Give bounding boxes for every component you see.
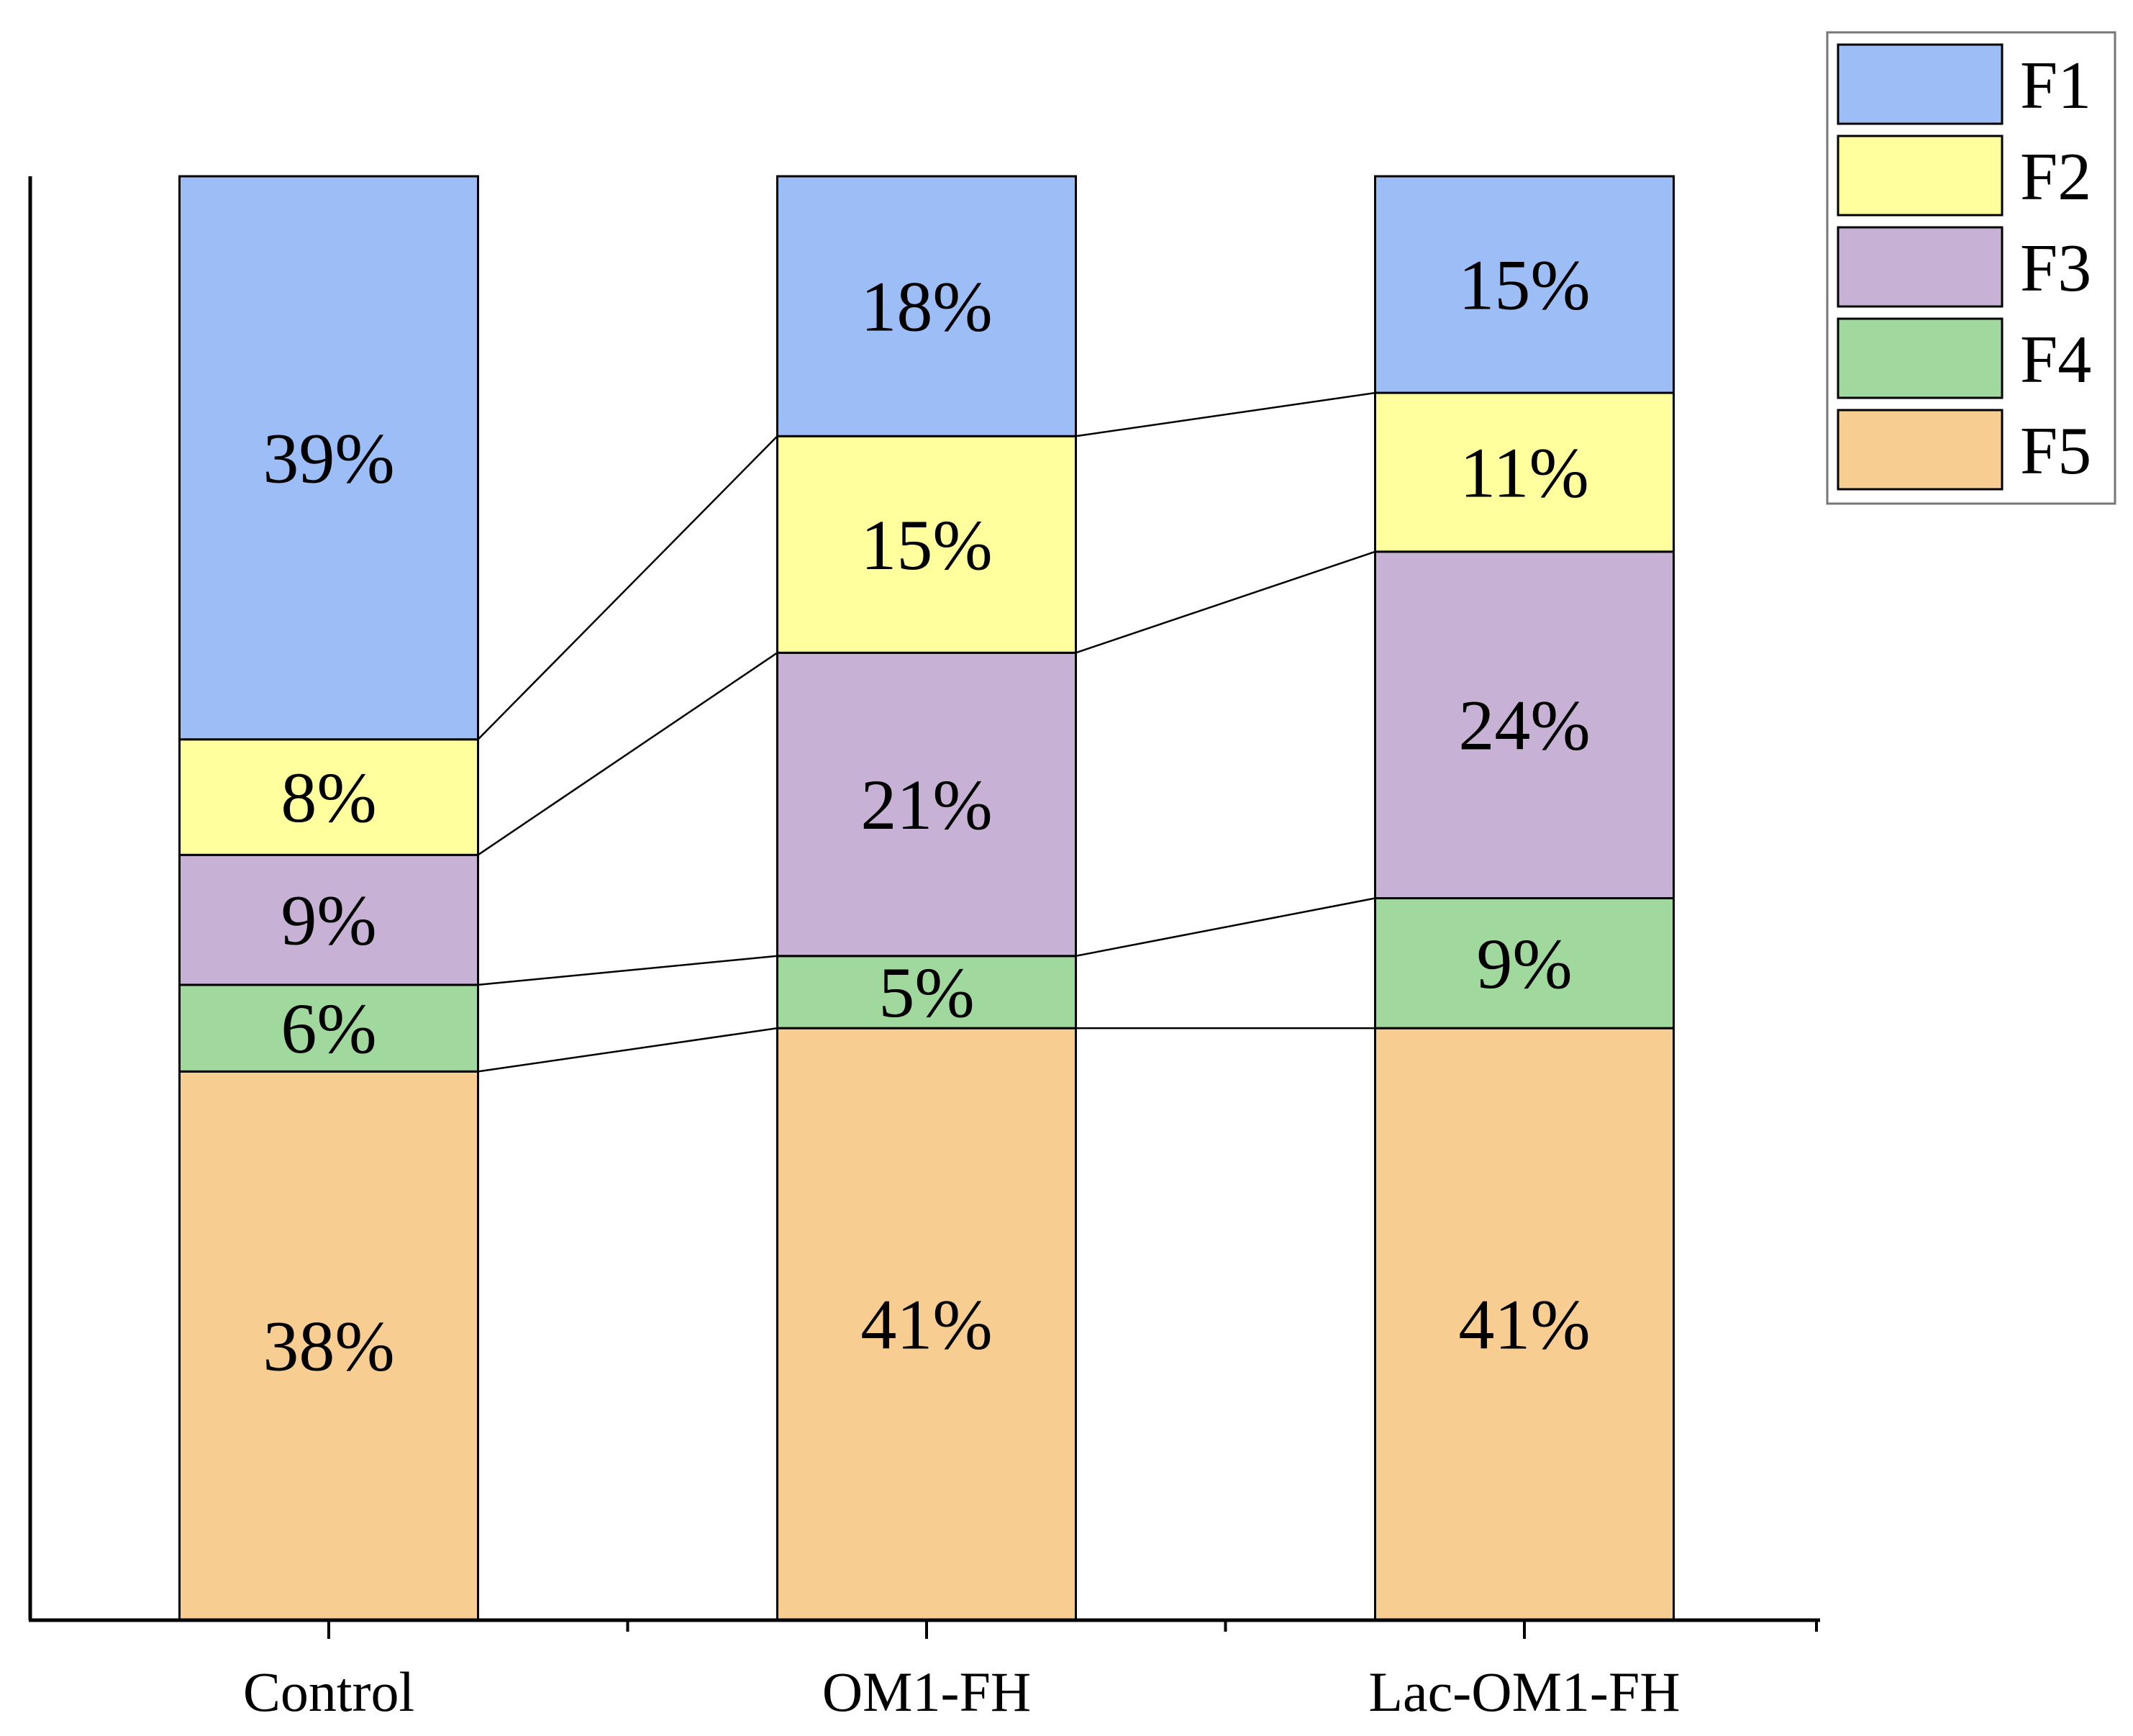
data-label-om1-fh-f5: 41% — [860, 1285, 992, 1365]
data-label-om1-fh-f4: 5% — [878, 953, 974, 1032]
data-label-om1-fh-f3: 21% — [860, 765, 992, 845]
legend-swatch-f4 — [1837, 317, 2004, 399]
bar-segment-om1-fh-f2 — [776, 435, 1077, 654]
data-label-lac-om1-fh-f4: 9% — [1476, 924, 1572, 1004]
legend-label-f1: F1 — [2020, 48, 2091, 123]
bar-segment-om1-fh-f5 — [776, 1027, 1077, 1622]
legend-label-f3: F3 — [2020, 231, 2091, 306]
legend-label-f5: F5 — [2020, 414, 2091, 488]
bars: 38% 6% 9% 8% 39% 41% 5% 21% 15% 18% 41% 9% 24% 11% 15% — [178, 175, 1675, 1622]
legend-swatch-f5 — [1837, 409, 2004, 491]
bar-segment-control-f5 — [178, 1070, 479, 1622]
legend-swatch-f1 — [1837, 43, 2004, 125]
connector-om1-fh-lac-om1-fh-f3 — [1075, 897, 1375, 958]
data-label-control-f4: 6% — [281, 989, 376, 1068]
bar-segment-lac-om1-fh-f1 — [1374, 175, 1675, 394]
connector-om1-fh-lac-om1-fh-f2 — [1075, 550, 1375, 654]
data-label-control-f2: 8% — [281, 758, 376, 837]
legend: F1 F2 F3 F4 F5 — [1826, 31, 2116, 505]
tick-label-om1-fh: OM1-FH — [822, 1660, 1031, 1723]
legend-swatch-f3 — [1837, 226, 2004, 308]
data-label-lac-om1-fh-f3: 24% — [1458, 686, 1590, 765]
tick-label-lac-om1-fh: Lac-OM1-FH — [1368, 1660, 1680, 1723]
tick-label-control: Control — [243, 1660, 414, 1723]
bar-segment-control-f4 — [178, 983, 479, 1073]
connector-om1-fh-lac-om1-fh-f1 — [1075, 391, 1375, 437]
bar-segment-lac-om1-fh-f3 — [1374, 550, 1675, 899]
bar-segment-lac-om1-fh-f5 — [1374, 1027, 1675, 1622]
data-label-lac-om1-fh-f1: 15% — [1458, 245, 1590, 325]
legend-label-f2: F2 — [2020, 140, 2091, 214]
data-label-om1-fh-f2: 15% — [860, 505, 992, 585]
legend-label-f4: F4 — [2020, 322, 2091, 397]
bar-segment-control-f1 — [178, 175, 479, 741]
connector-lines — [477, 391, 1375, 1073]
data-label-control-f3: 9% — [281, 881, 376, 960]
bar-segment-om1-fh-f3 — [776, 651, 1077, 958]
bar-segment-om1-fh-f1 — [776, 175, 1077, 437]
data-label-lac-om1-fh-f2: 11% — [1460, 432, 1589, 512]
data-label-om1-fh-f1: 18% — [860, 267, 992, 347]
bar-segment-lac-om1-fh-f4 — [1374, 897, 1675, 1030]
data-label-control-f5: 38% — [263, 1306, 394, 1386]
x-ticks: Control OM1-FH Lac-OM1-FH — [243, 1620, 1818, 1723]
bar-segment-control-f3 — [178, 853, 479, 986]
data-label-control-f1: 39% — [263, 418, 394, 498]
connector-control-om1-fh-f1 — [477, 435, 778, 740]
connector-control-om1-fh-f3 — [478, 955, 778, 986]
connector-control-om1-fh-f2 — [477, 652, 778, 856]
connector-control-om1-fh-f4 — [478, 1027, 778, 1073]
bar-segment-control-f2 — [178, 738, 479, 856]
legend-swatch-f2 — [1837, 135, 2004, 217]
data-label-lac-om1-fh-f5: 41% — [1458, 1285, 1590, 1365]
